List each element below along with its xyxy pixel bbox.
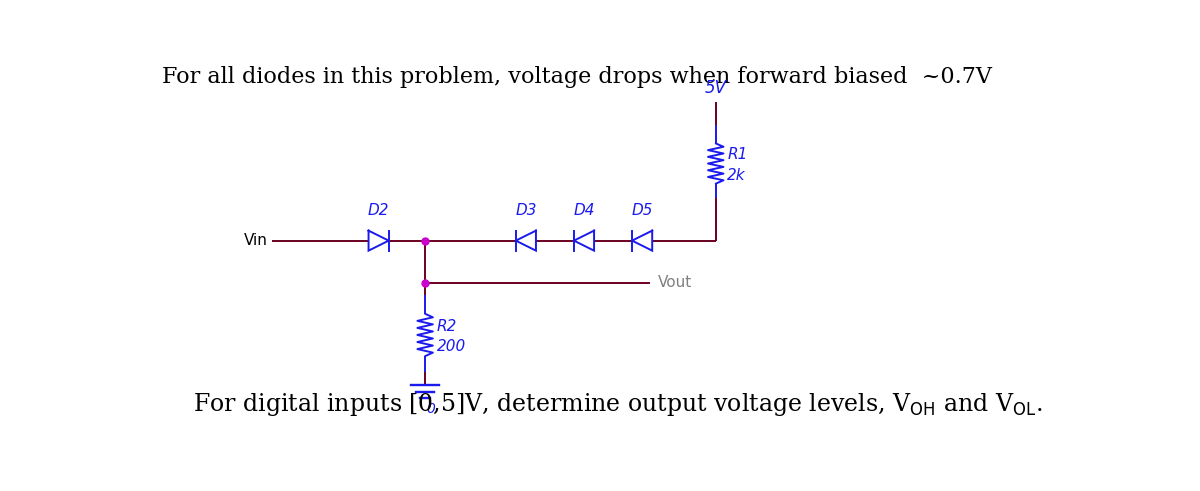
Text: D4: D4 [574,203,595,218]
Text: D3: D3 [515,203,536,218]
Text: R2: R2 [437,319,457,333]
Text: D2: D2 [368,203,389,218]
Text: 200: 200 [437,339,466,355]
Text: 2k: 2k [727,168,746,183]
Text: For digital inputs [0,5]V, determine output voltage levels, V$_{\mathsf{OH}}$ an: For digital inputs [0,5]V, determine out… [193,391,1043,418]
Text: D5: D5 [631,203,653,218]
Text: R1: R1 [727,147,748,163]
Text: 5V: 5V [704,80,727,97]
Text: Vout: Vout [658,275,692,291]
Text: Vin: Vin [244,233,268,248]
Text: 0: 0 [426,402,434,416]
Text: For all diodes in this problem, voltage drops when forward biased  ~0.7V: For all diodes in this problem, voltage … [162,66,991,88]
